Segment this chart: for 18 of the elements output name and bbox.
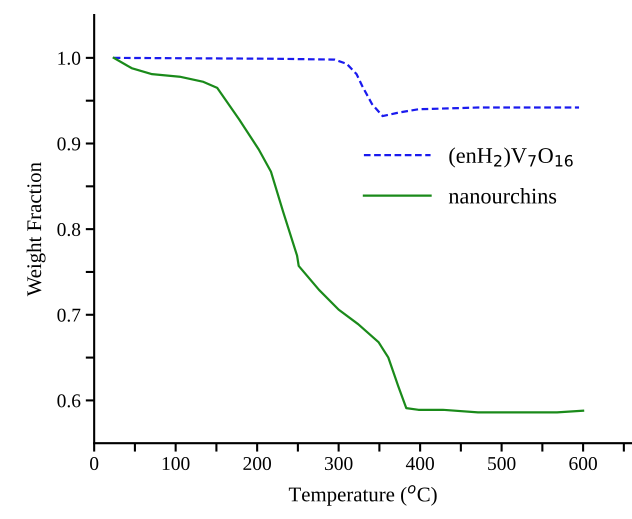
x-tick-label: 300 xyxy=(324,456,352,470)
legend-label: (enH$_{2}$)V$_{7}$O$_{16}$ xyxy=(449,147,573,168)
y-axis-title: Weight Fraction xyxy=(26,162,46,296)
x-tick-label: 200 xyxy=(243,456,271,470)
y-tick-label: 0.6 xyxy=(57,394,80,408)
y-tick-label: 0.7 xyxy=(57,308,80,322)
x-tick-label: 400 xyxy=(406,456,434,470)
x-tick-label: 100 xyxy=(162,456,190,470)
y-tick-label: 0.9 xyxy=(57,137,80,151)
line-series xyxy=(112,56,580,118)
x-axis-title: Temperature ($^{o}$C) xyxy=(288,485,437,506)
x-tick-label: 0 xyxy=(90,456,98,470)
y-tick-label: 1.0 xyxy=(58,52,80,65)
y-tick-label: 0.8 xyxy=(57,222,80,236)
line-series xyxy=(112,56,584,414)
x-tick-label: 500 xyxy=(488,456,516,470)
x-tick-label: 600 xyxy=(569,456,597,470)
legend-label: nanourchins xyxy=(448,188,556,204)
